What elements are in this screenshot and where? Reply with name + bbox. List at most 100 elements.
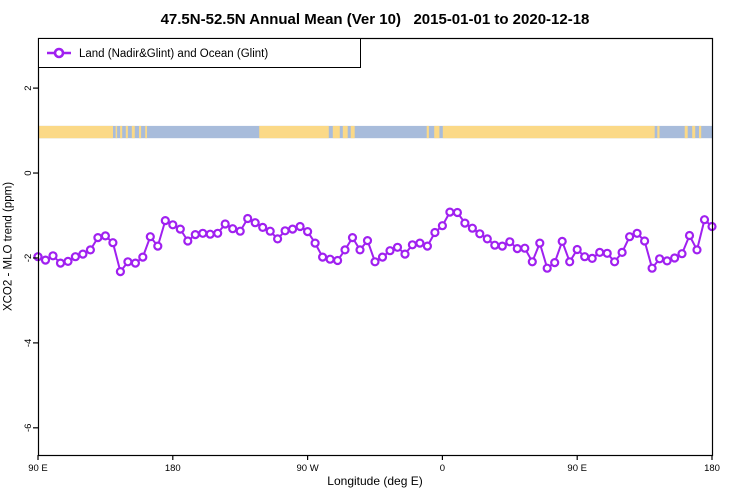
data-point-marker (415, 238, 425, 248)
map-strip-land-segment (657, 125, 660, 139)
data-point-marker (355, 245, 365, 255)
data-point-marker (624, 232, 635, 242)
x-axis-tick-label: 180 (165, 463, 181, 474)
data-point-marker (677, 249, 687, 259)
data-point-marker (130, 258, 140, 268)
legend-box (38, 38, 361, 68)
y-axis-tick-label: -2 (23, 254, 34, 262)
data-point-marker (190, 230, 200, 240)
data-point-marker (55, 258, 66, 268)
map-strip-land-segment (342, 125, 348, 139)
data-point-marker (572, 244, 582, 255)
plot-border (37, 37, 714, 457)
data-point-marker (475, 229, 485, 239)
map-strip-land-segment (145, 125, 147, 139)
data-point-marker (123, 257, 133, 267)
data-point-marker (63, 256, 73, 266)
map-strip-land-segment (442, 125, 655, 139)
x-axis-tick-label: 90 E (28, 463, 48, 474)
data-point-marker (115, 267, 126, 277)
legend-label: Land (Nadir&Glint) and Ocean (Glint) (79, 48, 268, 60)
data-point-marker (160, 216, 170, 226)
data-point-marker (520, 243, 530, 253)
data-point-marker (347, 233, 358, 243)
data-point-marker (632, 228, 642, 238)
data-point-marker (145, 232, 155, 242)
x-axis-title: Longitude (deg E) (327, 474, 423, 488)
data-point-marker (542, 263, 552, 273)
data-point-marker (273, 234, 283, 244)
data-point-marker (228, 224, 238, 234)
data-point-marker (452, 207, 462, 218)
data-point-marker (250, 218, 260, 228)
data-point-marker (505, 237, 515, 247)
data-point-marker (153, 241, 163, 251)
data-point-marker (595, 247, 605, 257)
data-point-marker (497, 241, 507, 251)
data-point-marker (527, 257, 537, 267)
data-point-marker (430, 227, 440, 238)
data-point-marker (100, 231, 111, 241)
chart-title: 47.5N-52.5N Annual Mean (Ver 10) 2015-01… (160, 11, 590, 28)
data-point-marker (535, 238, 545, 248)
x-axis-tick-label: 90 W (297, 463, 319, 474)
data-point-marker (93, 233, 103, 243)
data-point-marker (684, 230, 695, 241)
data-point-marker (602, 248, 612, 258)
data-point-marker (48, 251, 58, 261)
data-point-marker (512, 244, 522, 254)
map-strip-land-segment (426, 125, 429, 139)
data-point-marker (310, 238, 320, 248)
data-point-marker (422, 241, 432, 251)
data-point-marker (460, 218, 470, 228)
map-strip-land-segment (434, 125, 440, 139)
y-axis-tick-label: -4 (23, 339, 34, 347)
map-strip-land-segment (120, 125, 123, 139)
map-strip-land-segment (350, 125, 355, 139)
map-strip-land-segment (692, 125, 696, 139)
data-point-marker (565, 257, 575, 267)
data-point-marker (168, 220, 178, 230)
y-axis-title: XCO2 - MLO trend (ppm) (2, 181, 15, 312)
data-point-marker (490, 240, 500, 250)
map-strip-land-segment (139, 125, 142, 139)
data-point-marker (325, 254, 335, 264)
data-point-marker (220, 219, 230, 229)
data-point-marker (385, 246, 395, 256)
data-point-marker (205, 229, 215, 239)
data-point-marker (78, 249, 88, 259)
data-point-marker (243, 213, 253, 224)
data-point-marker (550, 258, 560, 268)
data-point-marker (557, 236, 567, 246)
data-point-marker (639, 236, 650, 246)
map-strip-land-segment (115, 125, 118, 139)
data-point-marker (265, 226, 275, 236)
data-point-marker (85, 245, 96, 255)
x-axis-tick-label: 90 E (567, 463, 587, 474)
data-point-marker (333, 255, 343, 266)
data-point-marker (467, 223, 477, 233)
map-strip-land-segment (699, 125, 702, 139)
data-point-marker (647, 263, 657, 273)
data-point-marker (407, 240, 417, 250)
map-strip-land-segment (131, 125, 135, 139)
data-point-marker (437, 221, 447, 231)
data-point-marker (213, 228, 223, 238)
data-point-marker (400, 249, 410, 259)
data-point-marker (198, 228, 208, 238)
data-point-marker (587, 253, 597, 263)
legend-open-circle-icon (53, 47, 65, 59)
chart-layer: 90 E 180 90 W 0 90 E 180 2 0 -2 -4 -6 (23, 37, 720, 474)
data-point-marker (183, 236, 193, 246)
data-point-marker (370, 257, 380, 267)
y-axis-tick-label: 0 (23, 170, 34, 175)
x-axis-tick-label: 180 (704, 463, 720, 474)
data-point-marker (280, 226, 290, 236)
data-point-marker (662, 256, 672, 266)
data-point-marker (175, 224, 185, 234)
data-point-marker (392, 242, 403, 252)
map-strip-land-segment (684, 125, 688, 139)
data-point-marker (692, 245, 702, 255)
